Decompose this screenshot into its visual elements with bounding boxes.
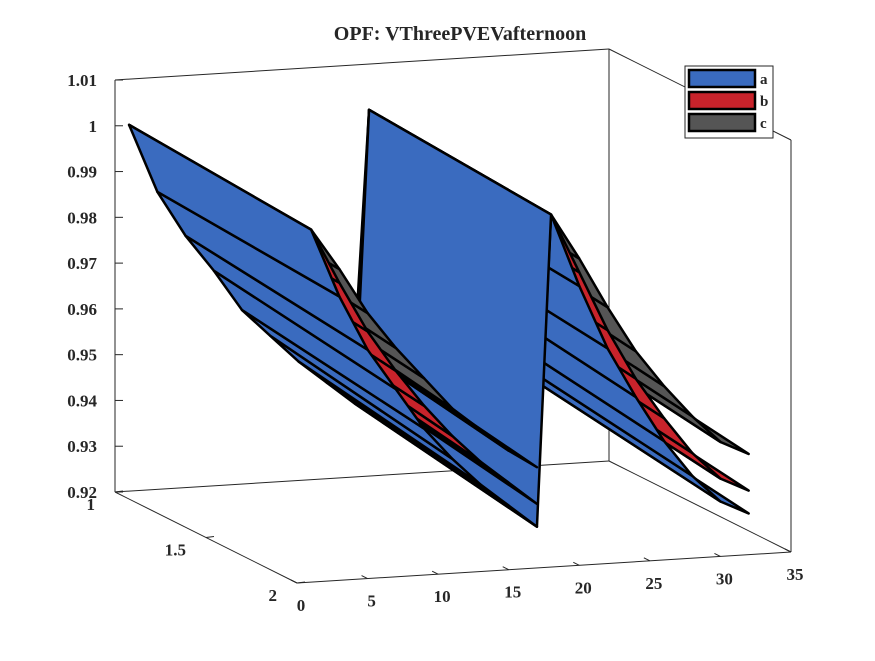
x-tick <box>361 575 368 580</box>
x-tick <box>502 566 509 571</box>
z-tick-label: 1.01 <box>67 71 97 90</box>
x-tick <box>573 561 580 566</box>
legend-label: a <box>760 72 768 88</box>
z-tick-label: 0.99 <box>67 163 97 182</box>
y-tick <box>205 536 215 538</box>
z-tick-label: 0.92 <box>67 483 97 502</box>
y-tick-label: 2 <box>269 586 278 605</box>
x-tick-label: 15 <box>504 583 521 602</box>
x-tick <box>290 579 298 584</box>
x-tick-label: 0 <box>297 596 306 615</box>
box-edge <box>114 48 610 81</box>
z-tick-label: 0.97 <box>67 254 97 273</box>
z-tick-label: 0.98 <box>67 208 97 227</box>
z-tick-label: 1 <box>89 117 98 136</box>
box-edge <box>608 460 792 553</box>
x-tick <box>714 552 721 557</box>
x-tick <box>643 557 651 562</box>
y-tick-label: 1.5 <box>165 541 186 560</box>
y-tick <box>296 581 306 584</box>
axis-line <box>296 551 792 584</box>
x-tick <box>784 548 792 553</box>
legend-label: b <box>760 94 768 110</box>
z-tick-label: 0.94 <box>67 391 97 410</box>
x-tick-label: 10 <box>434 587 451 606</box>
x-tick-label: 30 <box>716 569 733 588</box>
legend-swatch <box>687 112 757 133</box>
y-tick-label: 1 <box>87 495 96 514</box>
surface-patch <box>127 123 341 298</box>
z-tick-label: 0.96 <box>67 300 97 319</box>
chart-title: OPF: VThreePVEVafternoon <box>334 23 586 45</box>
z-tick-label: 0.95 <box>67 346 97 365</box>
legend-swatch <box>687 68 757 89</box>
x-tick-label: 25 <box>645 574 662 593</box>
y-tick <box>114 490 124 493</box>
x-tick-label: 5 <box>367 592 376 611</box>
x-tick-label: 35 <box>787 565 804 584</box>
x-tick-label: 20 <box>575 578 592 597</box>
z-tick-label: 0.93 <box>67 437 97 456</box>
x-tick <box>431 570 439 575</box>
legend-swatch <box>687 90 757 111</box>
legend-label: c <box>760 116 767 132</box>
